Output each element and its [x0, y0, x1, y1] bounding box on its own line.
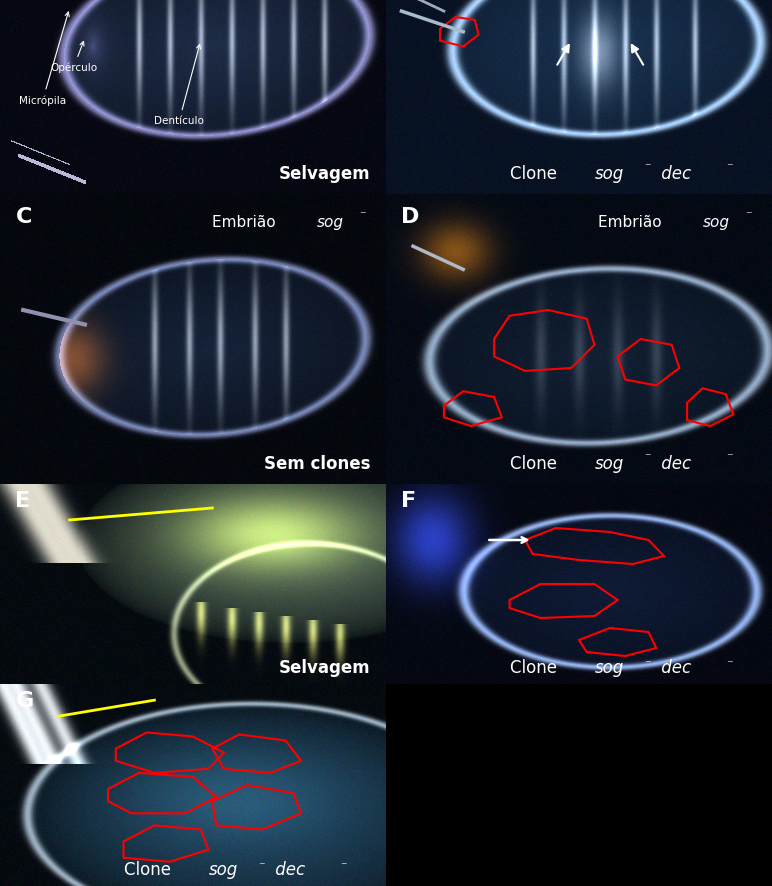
Text: Clone: Clone — [510, 455, 562, 473]
Text: sog: sog — [703, 215, 730, 230]
Text: Selvagem: Selvagem — [279, 658, 371, 676]
Text: sog: sog — [317, 215, 344, 230]
Text: Clone: Clone — [510, 658, 562, 676]
Text: Embrião: Embrião — [212, 215, 281, 230]
Text: ⁻: ⁻ — [745, 209, 752, 222]
Text: Sem clones: Sem clones — [264, 455, 371, 473]
Text: Selvagem: Selvagem — [279, 165, 371, 183]
Text: Embrião: Embrião — [598, 215, 667, 230]
Text: ⁻: ⁻ — [726, 451, 733, 464]
Text: ⁻: ⁻ — [726, 657, 733, 670]
Text: ⁻: ⁻ — [359, 209, 366, 222]
Text: dec: dec — [656, 658, 691, 676]
Text: sog: sog — [594, 165, 624, 183]
Text: dec: dec — [656, 455, 691, 473]
Text: sog: sog — [208, 860, 238, 878]
Text: ⁻: ⁻ — [645, 161, 652, 175]
Text: ⁻: ⁻ — [340, 859, 347, 872]
Text: Clone: Clone — [510, 165, 562, 183]
Text: ⁻: ⁻ — [726, 161, 733, 175]
Text: Clone: Clone — [124, 860, 176, 878]
Text: sog: sog — [594, 658, 624, 676]
Text: G: G — [15, 690, 34, 711]
Text: ⁻: ⁻ — [645, 451, 652, 464]
Text: Opérculo: Opérculo — [50, 43, 97, 74]
Text: ⁻: ⁻ — [645, 657, 652, 670]
Text: sog: sog — [594, 455, 624, 473]
Text: Micrópila: Micrópila — [19, 13, 69, 105]
Text: dec: dec — [270, 860, 305, 878]
Text: F: F — [401, 491, 417, 510]
Text: C: C — [15, 206, 32, 226]
Text: D: D — [401, 206, 420, 226]
Text: dec: dec — [656, 165, 691, 183]
Text: ⁻: ⁻ — [259, 859, 266, 872]
Text: E: E — [15, 491, 31, 510]
Text: Dentículo: Dentículo — [154, 45, 205, 126]
